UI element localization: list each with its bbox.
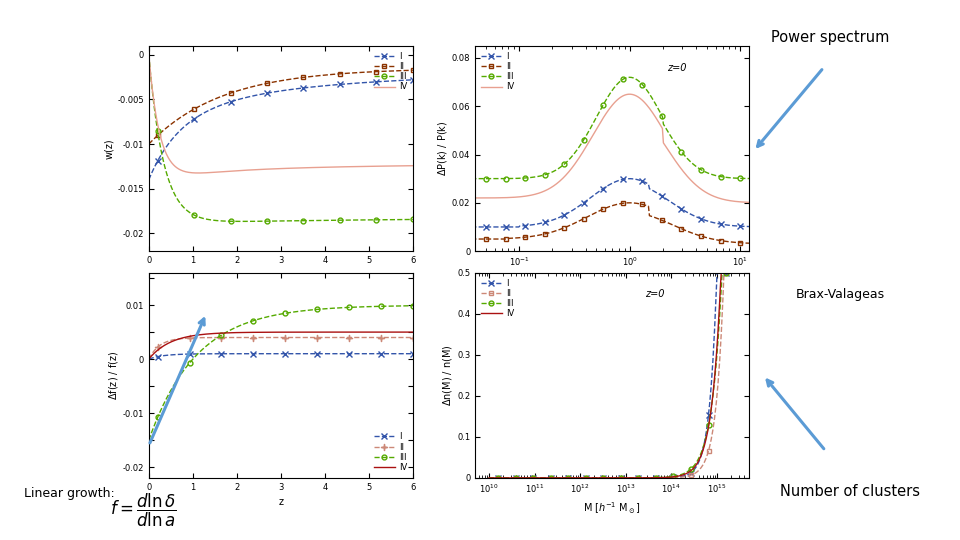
Legend: I, II, III, IV: I, II, III, IV (479, 277, 516, 320)
Text: z=0: z=0 (666, 63, 686, 72)
Legend: I, II, III, IV: I, II, III, IV (372, 431, 409, 474)
Text: z=0: z=0 (645, 289, 664, 299)
Y-axis label: $\Delta$P(k) / P(k): $\Delta$P(k) / P(k) (436, 121, 449, 176)
Legend: I, II, III, IV: I, II, III, IV (479, 50, 516, 93)
X-axis label: M [$h^{-1}$ M$_\odot$]: M [$h^{-1}$ M$_\odot$] (583, 501, 641, 516)
Legend: I, II, III, IV: I, II, III, IV (372, 50, 409, 93)
Y-axis label: $\Delta$f(z) / f(z): $\Delta$f(z) / f(z) (107, 350, 120, 400)
X-axis label: z: z (278, 271, 283, 280)
Text: Number of clusters: Number of clusters (780, 484, 920, 500)
X-axis label: z: z (278, 497, 283, 507)
Y-axis label: $\Delta$n(M) / n(M): $\Delta$n(M) / n(M) (442, 345, 454, 406)
Text: Power spectrum: Power spectrum (771, 30, 890, 45)
Text: $f = \dfrac{d\ln\delta}{d\ln a}$: $f = \dfrac{d\ln\delta}{d\ln a}$ (110, 492, 178, 529)
Y-axis label: w(z): w(z) (105, 138, 114, 159)
Text: Linear growth:: Linear growth: (24, 487, 115, 500)
X-axis label: k [h Mpc$^{-1}$]: k [h Mpc$^{-1}$] (584, 274, 640, 290)
Text: Brax-Valageas: Brax-Valageas (796, 288, 884, 301)
